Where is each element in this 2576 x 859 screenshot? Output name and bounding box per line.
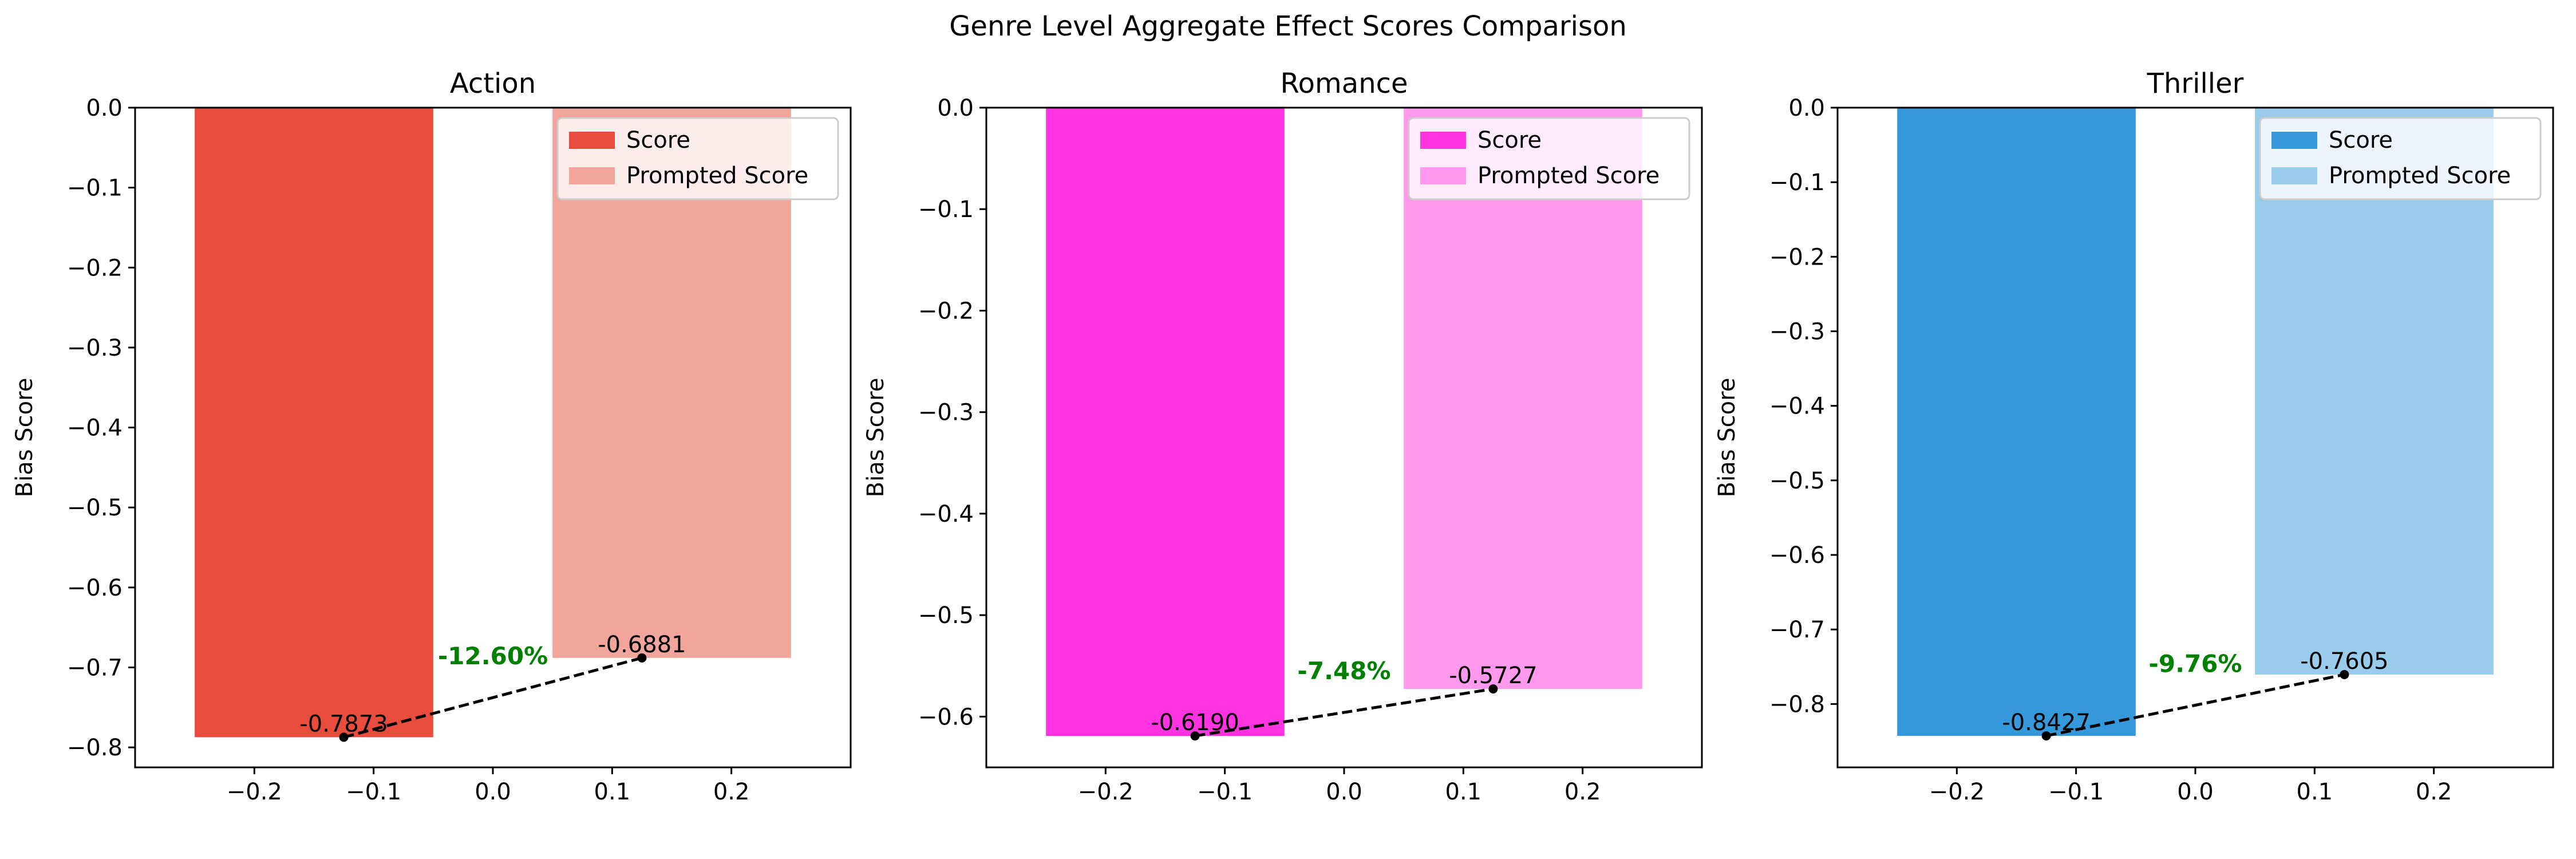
romance-legend-box [1408,117,1690,200]
thriller-legend-label: Prompted Score [2329,163,2511,189]
thriller-xtick-label: 0.2 [2416,779,2452,805]
romance-connector-line [1195,687,1494,738]
thriller-connector-line [2046,673,2345,738]
romance-xtick-label: −0.2 [1078,779,1133,805]
romance-ytick-label: −0.3 [918,400,974,426]
thriller-bar-score [1897,108,2136,736]
thriller-ytick-label: −0.2 [1769,244,1825,270]
action-ylabel: Bias Score [11,378,38,498]
action-ytick-label: −0.5 [67,495,123,521]
action-ytick-label: −0.8 [67,735,123,761]
romance-bar-score [1046,108,1285,736]
thriller-value-label: -0.8427 [2002,710,2090,736]
thriller-ytick-label: −0.6 [1769,542,1825,569]
thriller-connector-point [2041,731,2051,740]
action-legend-box [556,117,839,200]
thriller-ytick-label: −0.4 [1769,393,1825,420]
romance-change-label: -7.48% [1297,657,1390,685]
romance-legend-label: Prompted Score [1477,163,1660,189]
thriller-xtick-label: 0.0 [2177,779,2214,805]
thriller-connector-point [2340,669,2349,679]
action-ytick-label: −0.3 [67,335,123,361]
figure-title: Genre Level Aggregate Effect Scores Comp… [949,10,1627,42]
action-ytick-label: −0.2 [67,255,123,281]
romance-legend-swatch [1420,167,1466,184]
action-subplot-title: Action [450,68,536,100]
romance-value-label: -0.6190 [1151,710,1239,736]
thriller-ytick-label: −0.7 [1769,617,1825,643]
romance-bar-prompted-score [1404,108,1642,689]
action-xtick-label: 0.2 [713,779,750,805]
romance-subplot-title: Romance [1280,68,1408,100]
action-xtick-label: −0.2 [227,779,282,805]
thriller-legend-swatch [2271,132,2317,149]
thriller-ytick-label: −0.8 [1769,691,1825,718]
romance-xtick-label: 0.1 [1445,779,1482,805]
romance-ytick-label: −0.6 [918,704,974,730]
romance-connector-point [1190,731,1200,741]
action-legend-swatch [569,132,615,149]
thriller-subplot-title: Thriller [2147,68,2244,100]
action-legend-label: Prompted Score [626,163,808,189]
action-change-label: -12.60% [438,642,548,670]
action-ytick-label: 0.0 [86,95,123,121]
romance-legend-swatch [1420,132,1466,149]
action-ytick-label: −0.1 [67,175,123,202]
thriller-legend-label: Score [2329,127,2393,153]
thriller-xtick-label: −0.2 [1929,779,1985,805]
action-connector-line [343,656,643,739]
action-value-label: -0.6881 [598,632,686,658]
action-ytick-label: −0.7 [67,655,123,681]
thriller-ytick-label: −0.5 [1769,468,1825,494]
romance-xtick-label: −0.1 [1197,779,1253,805]
action-legend-swatch [569,167,615,184]
romance-ytick-label: 0.0 [937,95,974,121]
action-ytick-label: −0.4 [67,415,123,442]
thriller-legend-swatch [2271,167,2317,184]
romance-value-label: -0.5727 [1449,663,1537,689]
romance-ytick-label: −0.1 [918,196,974,223]
romance-xtick-label: 0.2 [1564,779,1601,805]
action-legend-label: Score [626,127,690,153]
action-xtick-label: 0.1 [594,779,631,805]
thriller-change-label: -9.76% [2148,649,2242,677]
romance-ytick-label: −0.4 [918,501,974,527]
thriller-value-label: -0.7605 [2300,648,2388,675]
romance-ylabel: Bias Score [863,378,889,498]
action-connector-point [637,653,647,663]
romance-xtick-label: 0.0 [1326,779,1362,805]
romance-ytick-label: −0.5 [918,602,974,629]
thriller-xtick-label: −0.1 [2048,779,2104,805]
thriller-ytick-label: −0.3 [1769,319,1825,345]
action-value-label: -0.7873 [299,711,388,737]
thriller-ytick-label: 0.0 [1788,95,1825,121]
romance-ytick-label: −0.2 [918,298,974,324]
action-bar-score [195,108,433,738]
thriller-ytick-label: −0.1 [1769,170,1825,196]
action-xtick-label: 0.0 [475,779,511,805]
thriller-ylabel: Bias Score [1714,378,1740,498]
romance-legend-label: Score [1477,127,1542,153]
action-connector-point [339,732,349,742]
action-xtick-label: −0.1 [346,779,401,805]
action-ytick-label: −0.6 [67,575,123,601]
thriller-legend-box [2259,117,2542,200]
thriller-bar-prompted-score [2255,108,2494,675]
romance-connector-point [1488,684,1498,694]
thriller-xtick-label: 0.1 [2297,779,2333,805]
